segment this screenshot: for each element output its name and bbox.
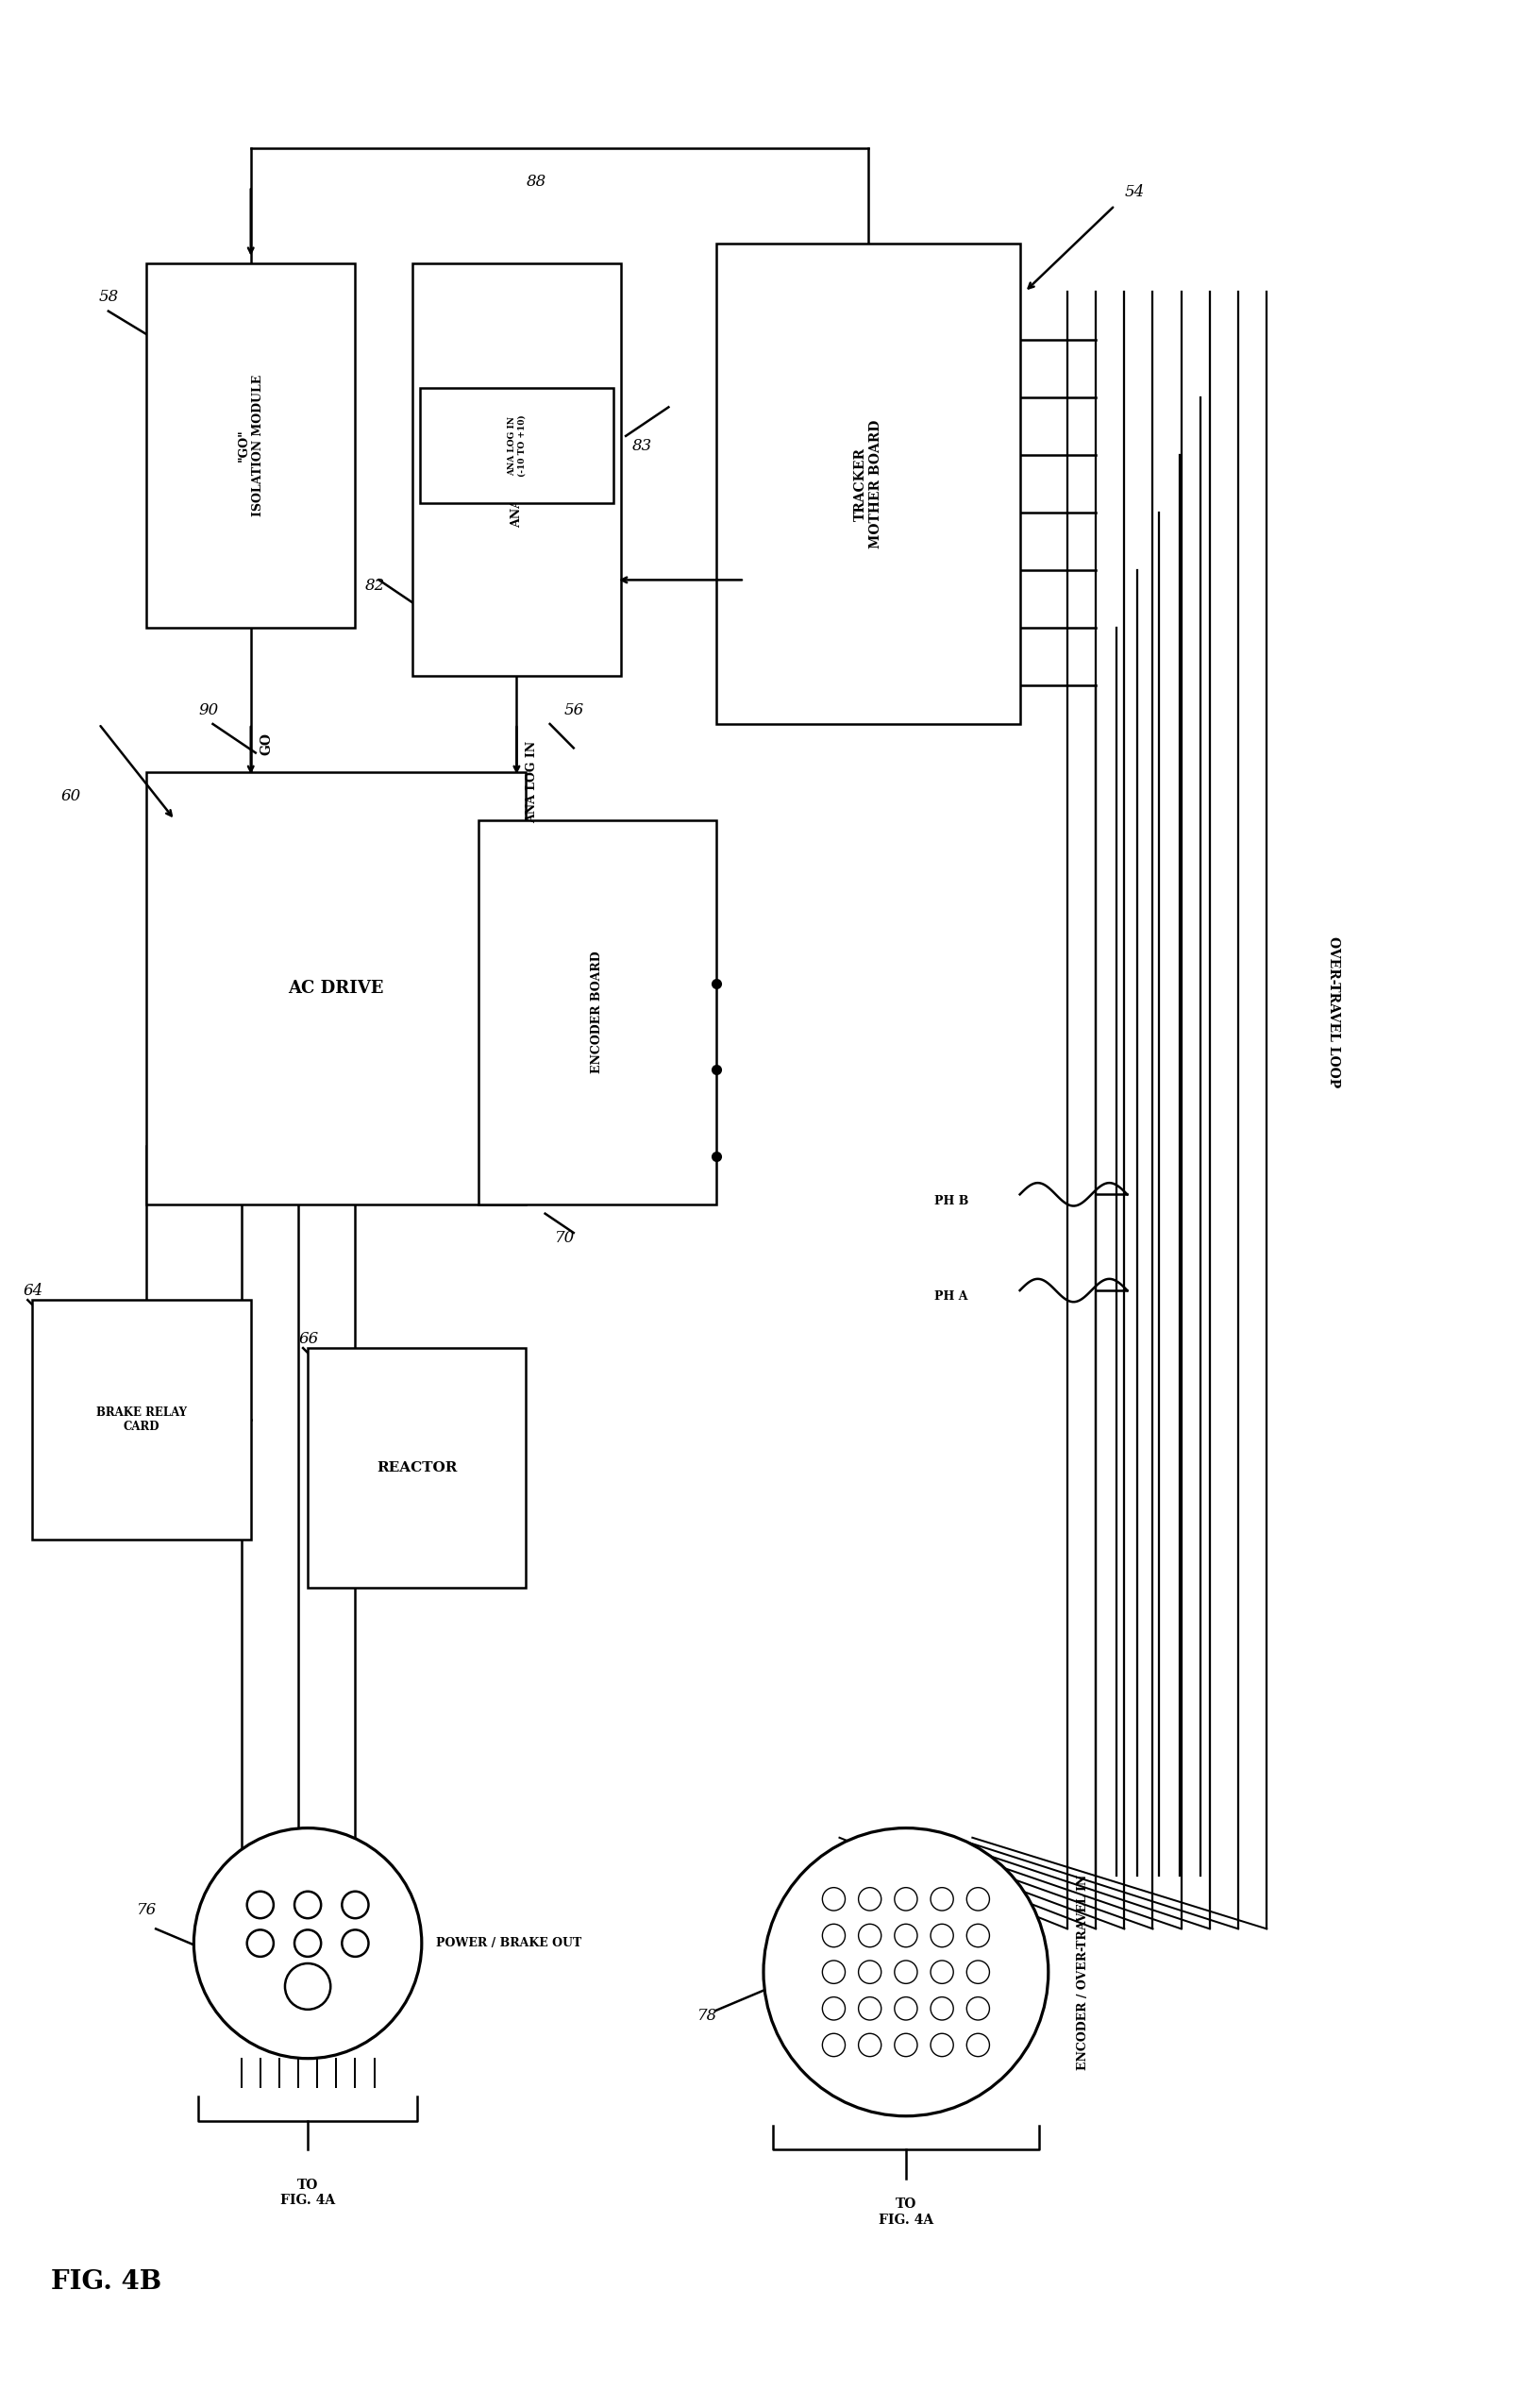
Circle shape	[823, 1888, 844, 1910]
Circle shape	[967, 1924, 989, 1948]
Text: TO
FIG. 4A: TO FIG. 4A	[878, 2199, 933, 2227]
Circle shape	[823, 1960, 844, 1984]
Bar	[32, 1300, 250, 1541]
Bar	[308, 1348, 527, 1587]
Circle shape	[247, 1929, 273, 1958]
Circle shape	[342, 1929, 368, 1958]
Bar	[716, 243, 1020, 725]
Circle shape	[930, 1924, 953, 1948]
Text: 64: 64	[23, 1283, 43, 1298]
Text: 83: 83	[632, 438, 652, 453]
Circle shape	[858, 1996, 881, 2020]
Text: 78: 78	[696, 2008, 718, 2023]
Text: 56: 56	[563, 703, 585, 718]
Circle shape	[286, 1963, 330, 2011]
Text: 54: 54	[1124, 183, 1144, 200]
Circle shape	[895, 1924, 918, 1948]
Text: 82: 82	[365, 578, 385, 592]
Text: BRAKE RELAY
CARD: BRAKE RELAY CARD	[96, 1406, 186, 1433]
Circle shape	[247, 1890, 273, 1919]
Text: ENCODER BOARD: ENCODER BOARD	[591, 951, 603, 1074]
Circle shape	[295, 1972, 321, 2001]
Circle shape	[823, 1924, 844, 1948]
Circle shape	[295, 1890, 321, 1919]
Circle shape	[342, 1890, 368, 1919]
Circle shape	[930, 1888, 953, 1910]
Circle shape	[858, 1960, 881, 1984]
Text: TRACKER
MOTHER BOARD: TRACKER MOTHER BOARD	[854, 419, 883, 549]
Circle shape	[823, 2032, 844, 2056]
Text: ENCODER / OVER-TRAVEL IN: ENCODER / OVER-TRAVEL IN	[1077, 1873, 1089, 2071]
Circle shape	[764, 1828, 1049, 2117]
Circle shape	[930, 2032, 953, 2056]
Text: ANA LOG IN: ANA LOG IN	[527, 742, 539, 824]
Text: 90: 90	[199, 703, 218, 718]
Text: GO: GO	[260, 732, 273, 756]
Text: 58: 58	[99, 289, 119, 306]
Bar	[147, 262, 356, 628]
Text: 88: 88	[527, 173, 547, 190]
Text: PH B: PH B	[935, 1194, 968, 1206]
Bar	[420, 388, 614, 503]
Circle shape	[858, 2032, 881, 2056]
Text: ANA LOG BOARD: ANA LOG BOARD	[510, 412, 522, 527]
Circle shape	[895, 1888, 918, 1910]
Circle shape	[930, 1960, 953, 1984]
Circle shape	[895, 2032, 918, 2056]
Text: ANA LOG IN
(-10 TO +10): ANA LOG IN (-10 TO +10)	[507, 414, 525, 477]
Text: REACTOR: REACTOR	[377, 1462, 457, 1474]
Circle shape	[967, 2032, 989, 2056]
Circle shape	[858, 1924, 881, 1948]
Text: 76: 76	[137, 1902, 157, 1919]
Circle shape	[823, 1996, 844, 2020]
Circle shape	[895, 1960, 918, 1984]
Text: 60: 60	[61, 787, 81, 804]
Circle shape	[895, 1996, 918, 2020]
Circle shape	[967, 1888, 989, 1910]
Circle shape	[930, 1996, 953, 2020]
Circle shape	[194, 1828, 421, 2059]
Text: 70: 70	[554, 1230, 574, 1247]
Bar	[412, 262, 621, 677]
Text: "GO"
ISOLATION MODULE: "GO" ISOLATION MODULE	[238, 376, 264, 515]
Text: POWER / BRAKE OUT: POWER / BRAKE OUT	[435, 1936, 582, 1950]
Bar	[478, 821, 716, 1204]
Circle shape	[967, 1960, 989, 1984]
Text: FIG. 4B: FIG. 4B	[52, 2268, 162, 2295]
Circle shape	[858, 1888, 881, 1910]
Text: AC DRIVE: AC DRIVE	[289, 980, 385, 997]
Text: OVER-TRAVEL LOOP: OVER-TRAVEL LOOP	[1327, 937, 1339, 1088]
Text: TO
FIG. 4A: TO FIG. 4A	[281, 2179, 336, 2208]
Bar	[147, 773, 527, 1204]
Circle shape	[967, 1996, 989, 2020]
Circle shape	[295, 1929, 321, 1958]
Text: PH A: PH A	[935, 1291, 968, 1303]
Text: 66: 66	[298, 1332, 318, 1346]
